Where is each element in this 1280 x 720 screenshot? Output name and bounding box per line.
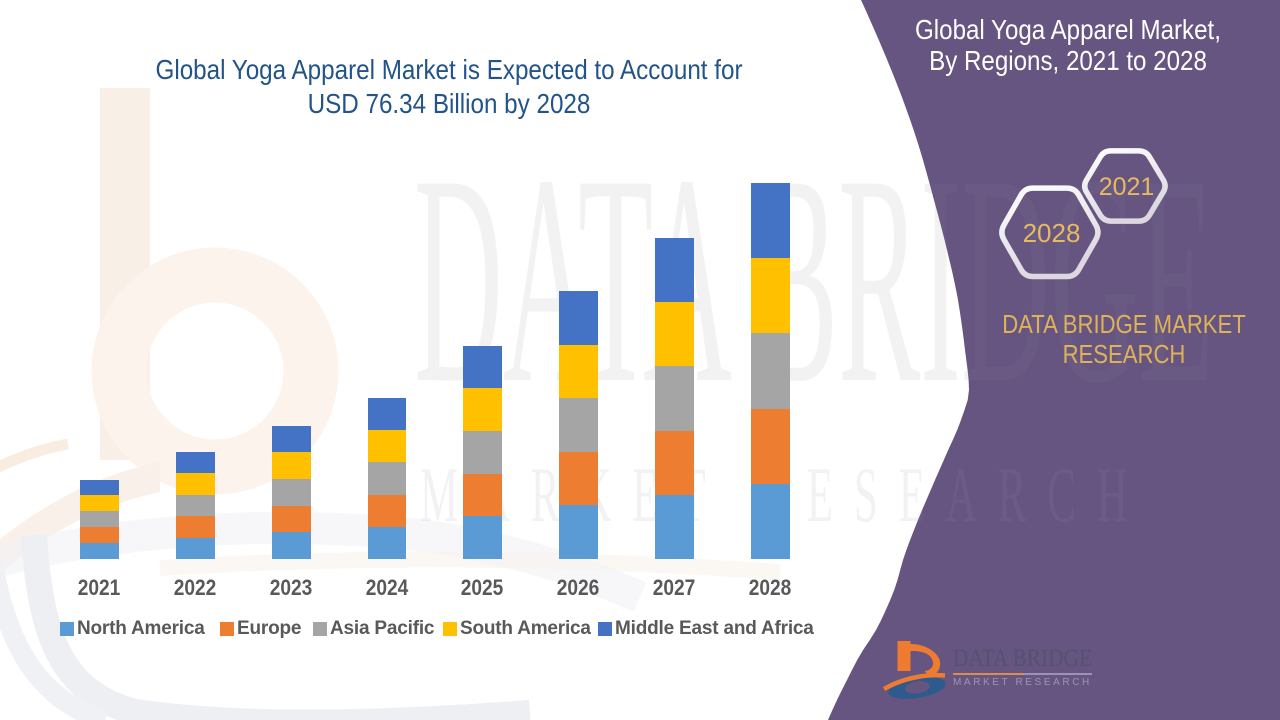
svg-text:MARKET RESEARCH: MARKET RESEARCH <box>420 452 1149 539</box>
svg-text:2028: 2028 <box>1023 218 1081 248</box>
svg-text:2021: 2021 <box>1099 173 1155 201</box>
